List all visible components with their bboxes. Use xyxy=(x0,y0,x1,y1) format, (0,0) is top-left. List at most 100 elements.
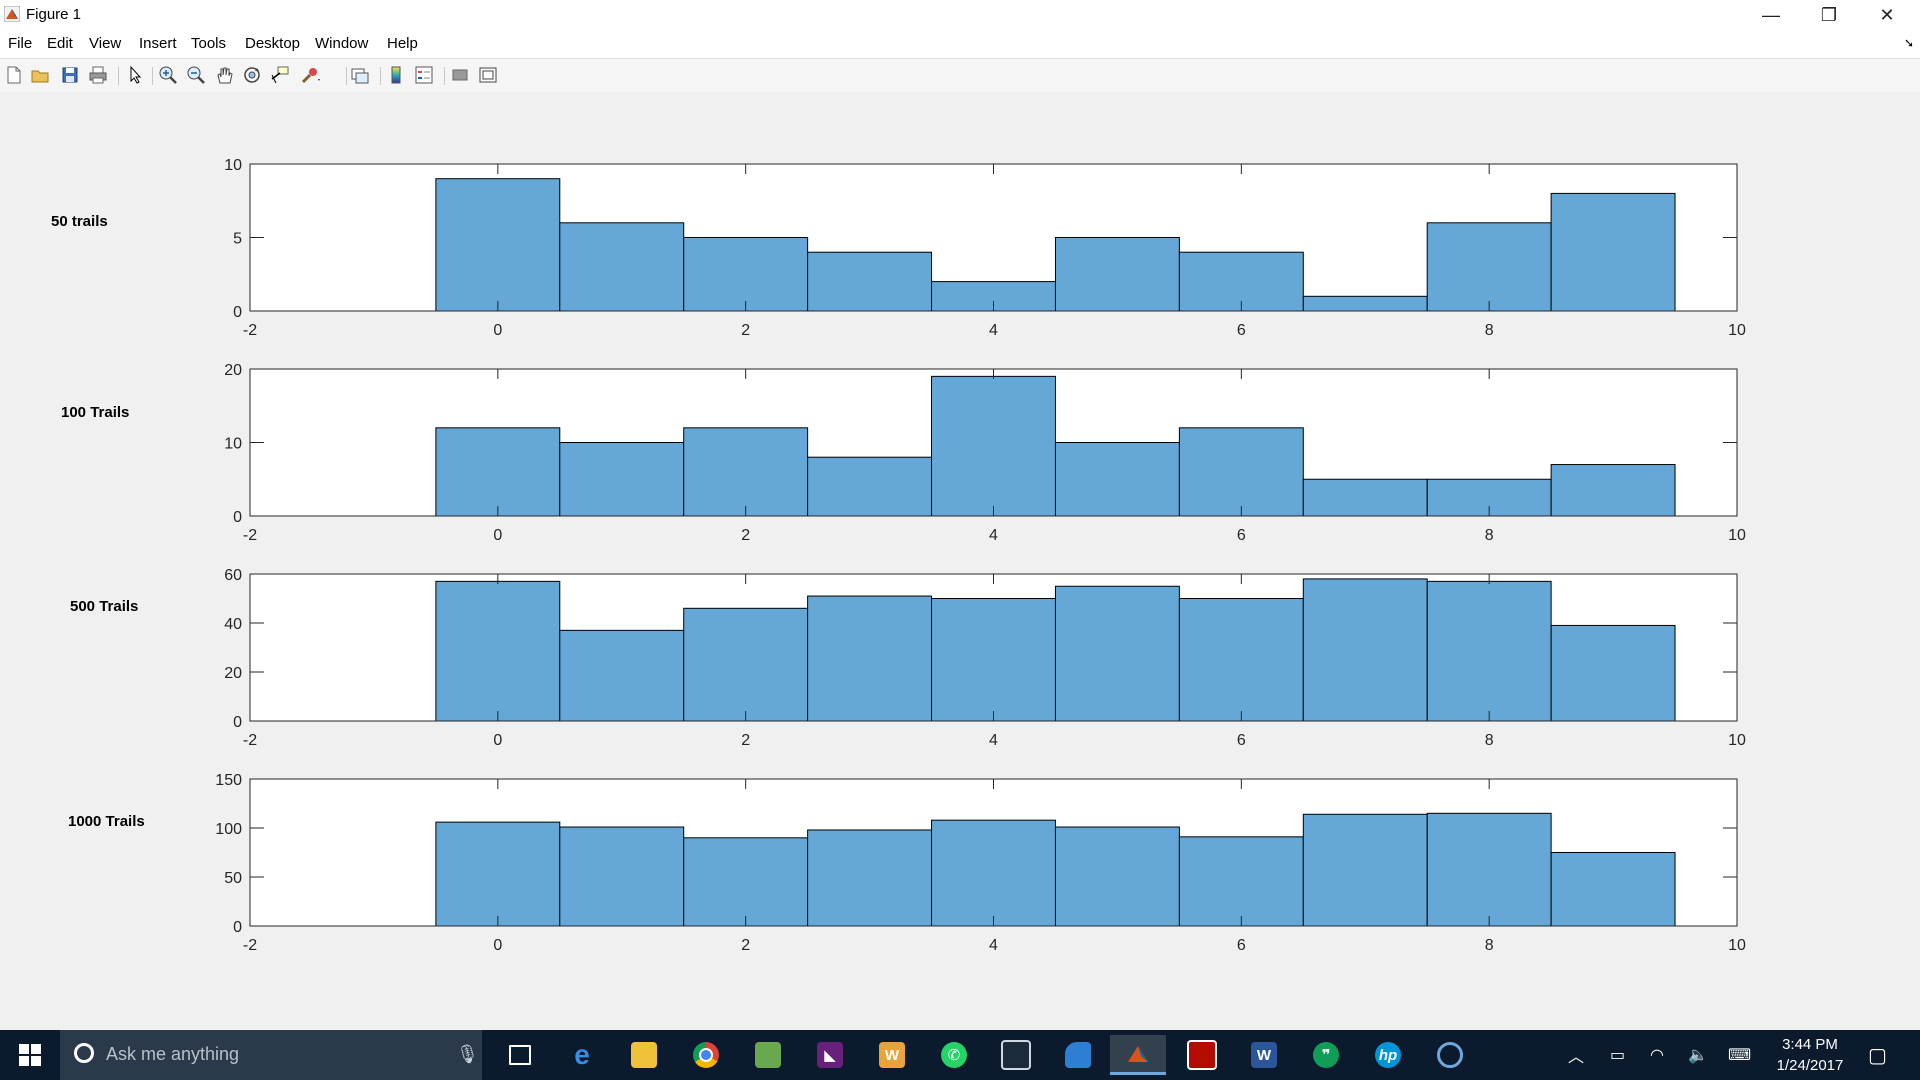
dock-arrow-icon[interactable]: ➘ xyxy=(1903,36,1914,50)
menu-tools[interactable]: Tools xyxy=(191,35,227,52)
keyboard-icon[interactable]: ⌨ xyxy=(1728,1047,1752,1064)
histogram-bar xyxy=(1426,222,1552,312)
show-hidden-icons[interactable]: ︿ xyxy=(1568,1049,1585,1066)
word-icon[interactable]: W xyxy=(872,1035,912,1075)
microphone-icon[interactable]: 🎙 xyxy=(456,1044,479,1064)
y-tick-label: 10 xyxy=(224,436,242,453)
chrome-icon[interactable] xyxy=(686,1035,726,1075)
acrobat-icon[interactable] xyxy=(1182,1035,1222,1075)
histogram-bar xyxy=(559,442,685,517)
histogram-bar xyxy=(683,607,809,722)
volume-icon[interactable]: 🔈 xyxy=(1688,1047,1708,1064)
histogram-bar xyxy=(1302,478,1428,517)
window-title: Figure 1 xyxy=(26,6,82,23)
search-placeholder: Ask me anything xyxy=(106,1044,240,1064)
menu-window[interactable]: Window xyxy=(315,35,369,52)
histogram-bar xyxy=(1178,598,1304,722)
colorbar-icon[interactable] xyxy=(386,65,406,85)
virtualbox-icon[interactable] xyxy=(996,1035,1036,1075)
start-button[interactable] xyxy=(0,1030,60,1080)
y-tick-label: 0 xyxy=(233,714,242,731)
y-tick-label: 0 xyxy=(233,509,242,526)
title-bar: Figure 1 — ❐ ✕ xyxy=(0,0,1920,30)
system-clock[interactable]: 3:44 PM 1/24/2017 xyxy=(1768,1034,1852,1076)
menu-help[interactable]: Help xyxy=(387,35,418,52)
x-tick-label: 2 xyxy=(741,732,750,749)
battery-icon[interactable]: ▭ xyxy=(1610,1047,1626,1064)
wifi-icon[interactable]: ◠ xyxy=(1650,1047,1664,1064)
minimize-button[interactable]: — xyxy=(1762,4,1780,25)
menu-view[interactable]: View xyxy=(89,35,122,52)
restore-button[interactable]: ❐ xyxy=(1820,4,1838,25)
edge-icon[interactable]: e xyxy=(574,1039,590,1070)
whatsapp-icon[interactable]: ✆ xyxy=(934,1035,974,1075)
zoom-in-icon[interactable] xyxy=(158,65,178,85)
histogram-bar xyxy=(931,598,1056,722)
x-tick-label: 4 xyxy=(989,322,998,339)
x-tick-label: 6 xyxy=(1237,732,1246,749)
x-tick-label: 6 xyxy=(1237,322,1246,339)
show-plot-tools-icon[interactable] xyxy=(478,65,498,85)
y-tick-label: 40 xyxy=(224,616,242,633)
histogram-bar xyxy=(807,595,933,722)
link-plot-icon[interactable] xyxy=(350,65,370,85)
y-tick-label: 5 xyxy=(233,231,242,248)
hide-plot-tools-icon[interactable] xyxy=(450,65,470,85)
histogram-bar xyxy=(1550,624,1676,722)
windows-logo-icon xyxy=(19,1044,41,1066)
x-tick-label: 0 xyxy=(493,322,502,339)
menu-desktop[interactable]: Desktop xyxy=(245,35,301,52)
x-tick-label: 4 xyxy=(989,527,998,544)
cortana-search-box[interactable]: Ask me anything 🎙 xyxy=(60,1030,482,1080)
y-tick-label: 50 xyxy=(224,870,242,887)
zoom-out-icon[interactable] xyxy=(186,65,206,85)
data-cursor-icon[interactable] xyxy=(270,65,290,85)
pan-hand-icon[interactable] xyxy=(214,65,234,85)
histogram-bar xyxy=(1550,192,1676,312)
action-center-icon[interactable]: ▢ xyxy=(1868,1044,1887,1067)
hangouts-icon[interactable]: ❞ xyxy=(1306,1035,1346,1075)
new-figure-icon[interactable] xyxy=(4,65,24,85)
matlab-icon[interactable] xyxy=(1110,1035,1166,1075)
x-tick-label: 8 xyxy=(1485,732,1494,749)
menu-file[interactable]: File xyxy=(8,35,33,52)
menu-bar: File Edit View Insert Tools Desktop Wind… xyxy=(0,30,1920,58)
histogram-bar xyxy=(931,375,1056,517)
x-tick-label: 4 xyxy=(989,732,998,749)
visual-studio-icon[interactable]: ◣ xyxy=(810,1035,850,1075)
x-tick-label: -2 xyxy=(243,937,257,954)
image-editor-icon[interactable] xyxy=(748,1035,788,1075)
histogram-bar xyxy=(1302,813,1428,927)
histogram-bar xyxy=(683,837,809,927)
close-button[interactable]: ✕ xyxy=(1879,4,1895,25)
task-view-icon[interactable] xyxy=(500,1035,540,1075)
shark-icon[interactable] xyxy=(1058,1035,1098,1075)
print-icon[interactable] xyxy=(88,65,108,85)
hp-icon[interactable]: hp xyxy=(1368,1035,1408,1075)
histogram-bar xyxy=(807,251,933,312)
save-icon[interactable] xyxy=(60,65,80,85)
menu-insert[interactable]: Insert xyxy=(139,35,177,52)
x-tick-label: -2 xyxy=(243,527,257,544)
word-doc-icon[interactable]: W xyxy=(1244,1035,1284,1075)
menu-edit[interactable]: Edit xyxy=(47,35,73,52)
rotate-3d-icon[interactable] xyxy=(242,65,262,85)
file-explorer-icon[interactable] xyxy=(624,1035,664,1075)
settings-ring-icon[interactable] xyxy=(1430,1035,1470,1075)
y-tick-label: 150 xyxy=(215,772,242,789)
histogram-bar xyxy=(1302,295,1428,312)
open-file-icon[interactable] xyxy=(30,65,50,85)
brush-icon[interactable] xyxy=(300,65,320,85)
y-tick-label: 20 xyxy=(224,665,242,682)
histogram-bar xyxy=(1054,442,1180,517)
y-tick-label: 0 xyxy=(233,919,242,936)
x-tick-label: 10 xyxy=(1728,322,1746,339)
legend-icon[interactable] xyxy=(414,65,434,85)
histogram-bar xyxy=(1178,427,1304,517)
cortana-icon xyxy=(74,1043,94,1063)
row-label-500: 500 Trails xyxy=(70,598,139,615)
x-tick-label: 6 xyxy=(1237,937,1246,954)
select-arrow-icon[interactable] xyxy=(126,65,146,85)
y-tick-label: 0 xyxy=(233,304,242,321)
